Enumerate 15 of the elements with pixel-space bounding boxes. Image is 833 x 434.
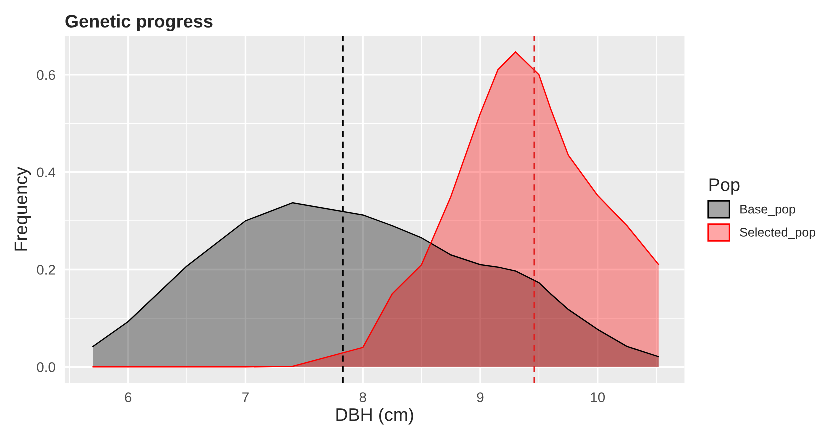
legend-label: Selected_pop [740, 228, 816, 240]
x-tick-label: 7 [242, 392, 249, 402]
legend-title: Pop [710, 178, 740, 195]
chart-title: Genetic progress [66, 14, 213, 32]
y-tick-label: 0.2 [37, 265, 56, 275]
y-tick-label: 0.6 [37, 70, 56, 80]
x-axis-title: DBH (cm) [336, 408, 414, 425]
x-tick-label: 6 [125, 392, 132, 402]
x-tick-label: 8 [360, 392, 366, 402]
y-tick-label: 0.4 [37, 168, 56, 178]
y-tick-label: 0.0 [37, 362, 56, 372]
y-axis-title: Frequency [14, 167, 32, 251]
x-tick-label: 10 [591, 392, 606, 402]
x-tick-label: 9 [477, 392, 484, 402]
legend-label: Base_pop [740, 205, 796, 216]
